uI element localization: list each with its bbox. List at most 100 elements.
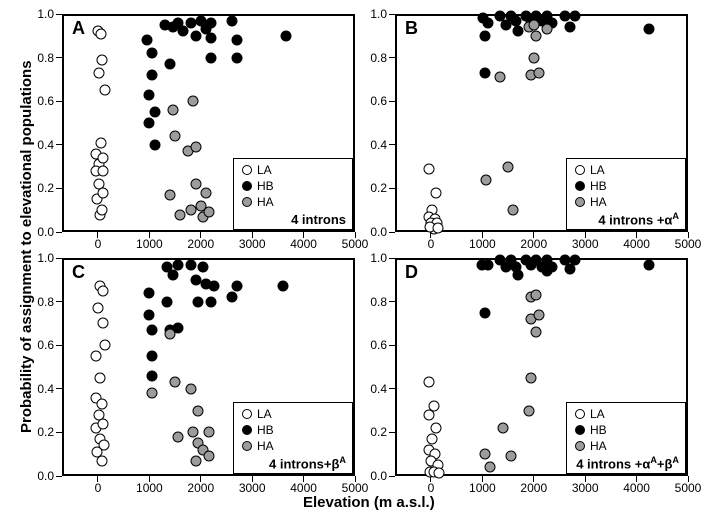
y-tick-label: 0.2 [32,181,54,195]
data-point-HB [278,281,289,292]
data-point-LA [424,377,435,388]
legend-marker-HB [242,181,252,191]
y-tick [389,345,395,346]
data-point-LA [95,372,106,383]
data-point-HA [531,30,542,41]
data-point-HA [526,372,537,383]
x-tick-label: 2000 [187,481,215,495]
data-point-HB [149,107,160,118]
legend-label: LA [257,407,272,421]
data-point-HB [164,59,175,70]
data-point-HB [569,255,580,266]
legend-label: HA [257,439,274,453]
legend-item-LA: LA [242,163,272,177]
data-point-HB [185,259,196,270]
data-point-HB [144,89,155,100]
data-point-HB [177,26,188,37]
legend-marker-LA [575,165,585,175]
data-point-LA [99,340,110,351]
data-point-HA [528,19,539,30]
y-tick-label: 0.6 [365,94,387,108]
data-point-HB [144,309,155,320]
data-point-LA [92,303,103,314]
data-point-HB [190,30,201,41]
data-point-HB [479,307,490,318]
x-tick-label: 3000 [571,237,599,251]
y-tick-label: 1.0 [32,251,54,265]
legend-marker-HB [242,425,252,435]
y-tick [389,144,395,145]
legend-marker-LA [575,409,585,419]
y-tick [56,14,62,15]
y-tick-label: 0.0 [365,469,387,483]
data-point-HA [164,329,175,340]
data-point-HB [198,261,209,272]
data-point-HA [203,207,214,218]
legend-item-HB: HB [575,423,607,437]
legend-caption: 4 introns [291,212,346,227]
data-point-LA [431,423,442,434]
y-tick-label: 0.8 [365,51,387,65]
data-point-HA [167,104,178,115]
legend-marker-LA [242,165,252,175]
y-tick [389,301,395,302]
y-tick [56,432,62,433]
y-tick [389,388,395,389]
panel-A: 0100020003000400050000.00.20.40.60.81.0A… [62,14,355,232]
legend-marker-HA [242,197,252,207]
panel-C: 0100020003000400050000.00.20.40.60.81.0C… [62,258,355,476]
data-point-HB [231,35,242,46]
y-tick-label: 1.0 [365,7,387,21]
data-point-HB [231,52,242,63]
data-point-HA [193,405,204,416]
data-point-HA [503,161,514,172]
y-axis-label: Probability of assignment to elevational… [18,60,35,433]
x-tick-label: 4000 [290,237,318,251]
data-point-LA [97,187,108,198]
legend-marker-HA [575,197,585,207]
data-point-HB [541,266,552,277]
data-point-HB [146,324,157,335]
legend-label: HA [590,195,607,209]
data-point-HA [203,451,214,462]
legend-label: LA [590,407,605,421]
data-point-HB [167,270,178,281]
legend-caption: 4 introns +αA [598,211,679,227]
data-point-HB [226,292,237,303]
y-tick-label: 0.0 [32,225,54,239]
data-point-HB [206,17,217,28]
y-tick [56,101,62,102]
y-tick-label: 0.6 [365,338,387,352]
y-tick-label: 0.8 [365,295,387,309]
x-tick-label: 3000 [238,481,266,495]
data-point-LA [99,85,110,96]
data-point-HB [564,22,575,33]
panel-B: 0100020003000400050000.00.20.40.60.81.0B… [395,14,688,232]
legend-label: HB [590,423,607,437]
data-point-HA [495,72,506,83]
data-point-HA [497,423,508,434]
x-axis-label: Elevation (m a.s.l.) [303,494,435,511]
x-tick-label: 5000 [341,237,369,251]
legend-marker-HA [242,441,252,451]
legend-item-HA: HA [242,195,274,209]
legend-label: HB [257,423,274,437]
y-tick-label: 0.6 [32,94,54,108]
data-point-LA [91,351,102,362]
y-tick-label: 0.8 [32,295,54,309]
data-point-HA [485,462,496,473]
legend-item-HB: HB [242,423,274,437]
y-tick [389,57,395,58]
data-point-HA [531,290,542,301]
data-point-HB [146,70,157,81]
x-tick-label: 0 [417,481,445,495]
y-tick [389,101,395,102]
y-tick [389,188,395,189]
panel-D: 0100020003000400050000.00.20.40.60.81.0D… [395,258,688,476]
y-tick-label: 1.0 [365,251,387,265]
legend-marker-HA [575,441,585,451]
panel-letter: C [72,262,85,283]
x-tick-label: 5000 [341,481,369,495]
data-point-HB [149,139,160,150]
data-point-LA [433,467,444,478]
